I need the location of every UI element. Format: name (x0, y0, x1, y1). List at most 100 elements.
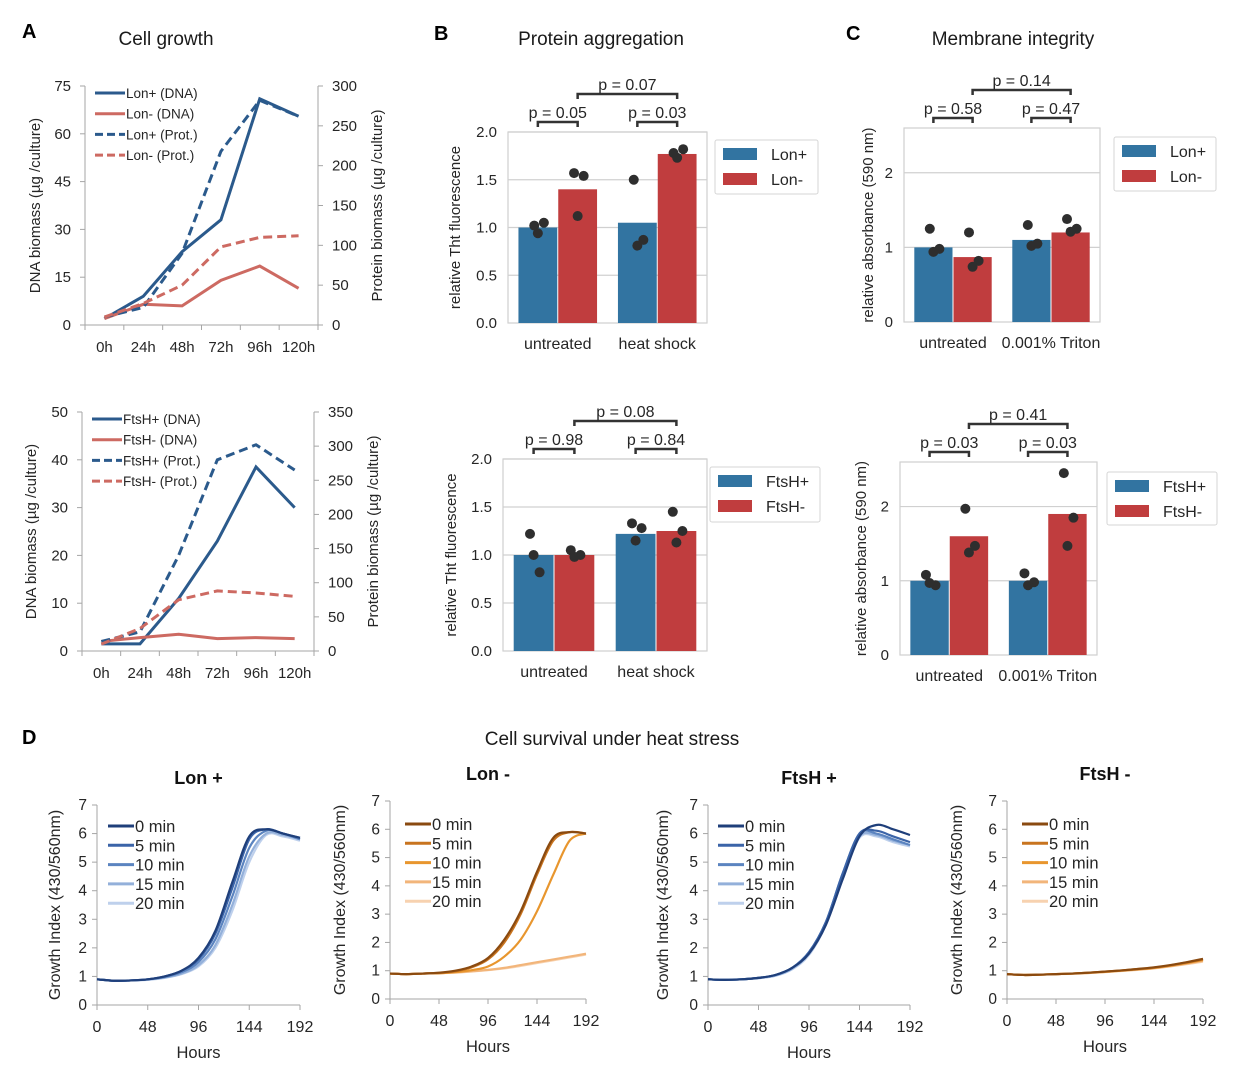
data-point (1068, 512, 1079, 523)
y-tick-label: 2.0 (476, 124, 497, 141)
y-tick-label: 4 (689, 883, 698, 900)
y-tick-label: 2 (881, 499, 889, 516)
data-point (525, 528, 535, 539)
y-tick-label: 1.0 (471, 547, 492, 564)
p-value-label: p = 0.03 (628, 105, 686, 122)
bar (1051, 232, 1090, 322)
plot-frame (899, 461, 1098, 656)
legend-label: 0 min (1049, 816, 1089, 834)
legend-label: 0 min (432, 816, 472, 834)
chart-5: 0 1 2 untreated 0.001% Triton relative absorb… (853, 407, 1218, 685)
legend-label: FtsH+ (DNA) (123, 412, 201, 427)
y2-tick-label: 100 (328, 575, 353, 592)
y-axis-label: Growth Index (430/560nm) (655, 810, 672, 1000)
y-tick-label: 6 (78, 826, 87, 843)
legend-label: Lon+ (1170, 144, 1206, 161)
data-point (967, 261, 978, 272)
legend-label: 15 min (135, 876, 185, 894)
legend-swatch (1122, 145, 1156, 157)
chart-9: 0 1 2 3 4 5 6 7 0 48 96 144 192 Hours Growth Index (43… (949, 764, 1216, 1056)
y-tick-label: 2 (988, 934, 997, 951)
y-axis-label: Growth Index (430/560nm) (47, 810, 64, 1000)
chart-3: 0 1 2 untreated 0.001% Triton relative absorb… (860, 73, 1217, 352)
series-line-3 (103, 234, 299, 319)
y-tick-label: 0 (371, 991, 380, 1008)
x-tick-label: 96 (800, 1019, 818, 1036)
panel-label-d: D (22, 727, 36, 749)
y-tick-label: 2.0 (471, 451, 492, 468)
legend-label: FtsH- (766, 499, 805, 516)
significance-bracket (928, 450, 971, 457)
y-tick-label: 1 (988, 963, 997, 980)
y2-tick-label: 50 (332, 277, 349, 294)
data-point (569, 168, 580, 179)
legend-label: Lon+ (DNA) (126, 86, 198, 101)
x-tick-label: heat shock (617, 664, 695, 681)
data-point (671, 537, 682, 548)
bar (910, 580, 949, 655)
legend-label: FtsH+ (Prot.) (123, 453, 201, 468)
y-axis-label: DNA biomass (µg /culture) (23, 444, 40, 619)
y-tick-label: 2 (78, 940, 87, 957)
data-point (572, 211, 583, 222)
y-tick-label: 0.0 (476, 315, 497, 332)
legend-label: 20 min (432, 893, 482, 911)
y-tick-label: 4 (78, 883, 87, 900)
x-tick-label: 96 (479, 1013, 497, 1030)
chart-2: 0.0 0.5 1.0 1.5 2.0 untreated heat shock relati… (447, 77, 819, 353)
significance-bracket (971, 88, 1072, 95)
y-tick-label: 5 (689, 854, 698, 871)
y-tick-label: 2 (885, 165, 893, 182)
legend-label: Lon- (DNA) (126, 107, 194, 122)
y2-tick-label: 0 (332, 317, 340, 334)
legend-label: 10 min (135, 857, 185, 875)
y-tick-label: 0 (881, 647, 889, 664)
y-tick-label: 4 (988, 878, 997, 895)
legend-label: FtsH+ (766, 474, 809, 491)
bar (554, 555, 595, 651)
p-value-label: p = 0.58 (924, 101, 982, 118)
x-tick-label: 120h (282, 339, 315, 356)
significance-bracket (634, 447, 678, 454)
growth-curve-3 (707, 831, 911, 981)
y-axis-label: relative absorbance (590 nm) (853, 461, 870, 656)
data-point (928, 246, 939, 257)
y-tick-label: 5 (988, 850, 997, 867)
data-point (1065, 226, 1076, 237)
legend-swatch (1115, 505, 1149, 517)
series-line-2 (104, 98, 300, 319)
legend-label: 15 min (745, 876, 795, 894)
data-point (1026, 240, 1037, 251)
y-tick-label: 7 (988, 793, 997, 810)
y-tick-label: 3 (988, 906, 997, 923)
x-tick-label: 48 (139, 1019, 157, 1036)
x-tick-label: 96 (190, 1019, 208, 1036)
y-tick-label: 50 (51, 404, 68, 421)
panel-label-c: C (846, 23, 860, 45)
x-tick-label: 0.001% Triton (998, 668, 1097, 685)
data-point (1062, 214, 1072, 225)
data-point (627, 518, 637, 529)
y-axis-label: Growth Index (430/560nm) (949, 805, 966, 995)
title-cell-survival: Cell survival under heat stress (485, 729, 740, 750)
legend-label: 10 min (432, 855, 482, 873)
plot-frame (507, 131, 708, 324)
y-tick-label: 6 (988, 821, 997, 838)
x-tick-label: 48 (430, 1013, 448, 1030)
chart-6: 0 1 2 3 4 5 6 7 0 48 96 144 192 Hours Growth Index (43… (47, 768, 313, 1062)
y-axis-label: relative absorbance (590 nm) (860, 127, 877, 322)
x-tick-label: 24h (131, 339, 156, 356)
plot-frame (903, 127, 1101, 323)
series-line-1 (101, 632, 295, 643)
data-point (636, 523, 647, 534)
x-tick-label: 72h (205, 665, 230, 682)
data-point (964, 227, 974, 238)
data-point (667, 506, 678, 517)
y-tick-label: 30 (51, 500, 68, 517)
legend-label: Lon- (771, 172, 803, 189)
legend-swatch (723, 148, 757, 160)
p-value-label: p = 0.05 (529, 105, 587, 122)
y2-tick-label: 200 (328, 506, 353, 523)
legend-label: FtsH- (Prot.) (123, 474, 197, 489)
x-tick-label: untreated (919, 335, 987, 352)
